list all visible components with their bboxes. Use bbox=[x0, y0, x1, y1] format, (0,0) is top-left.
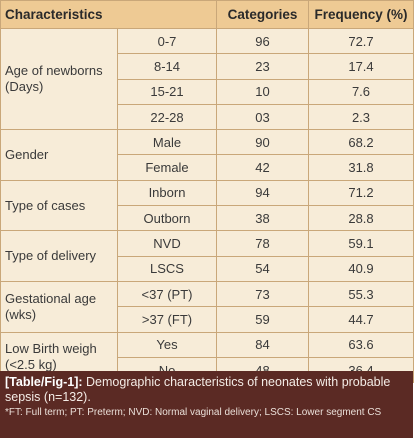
count-cell: 10 bbox=[216, 78, 309, 105]
frequency-cell: 40.9 bbox=[308, 255, 414, 282]
table-row: LSCS 54 40.9 bbox=[1, 255, 414, 282]
header-characteristics: Characteristics bbox=[0, 0, 217, 29]
table-row: Age of newborns (Days) 0-7 96 72.7 bbox=[0, 27, 414, 131]
frequency-cell: 68.2 bbox=[308, 129, 414, 156]
table-row: Type of cases Inborn 94 71.2 bbox=[0, 179, 414, 232]
count-cell: 42 bbox=[216, 154, 309, 181]
count-cell: 73 bbox=[216, 280, 309, 308]
caption-label: [Table/Fig-1]: bbox=[5, 375, 83, 389]
table-row: Gender Male 90 68.2 bbox=[0, 129, 414, 181]
category-cell: 8-14 bbox=[117, 53, 217, 80]
table-row: 8-14 23 17.4 bbox=[1, 53, 414, 80]
frequency-cell: 28.8 bbox=[308, 205, 414, 232]
category-cell: NVD bbox=[117, 230, 217, 257]
frequency-cell: 59.1 bbox=[308, 230, 414, 257]
frequency-cell: 31.8 bbox=[308, 154, 414, 181]
category-cell: >37 (FT) bbox=[117, 306, 217, 333]
count-cell: 96 bbox=[216, 27, 309, 55]
characteristic-cell: Age of newborns (Days) bbox=[0, 27, 118, 131]
count-cell: 94 bbox=[216, 179, 309, 207]
category-cell: <37 (PT) bbox=[117, 280, 217, 308]
table-row: 22-28 03 2.3 bbox=[1, 103, 414, 131]
category-cell: Yes bbox=[117, 331, 217, 358]
frequency-cell: 72.7 bbox=[308, 27, 414, 55]
count-cell: 78 bbox=[216, 230, 309, 257]
category-cell: LSCS bbox=[117, 255, 217, 282]
count-cell: 38 bbox=[216, 205, 309, 232]
frequency-cell: 71.2 bbox=[308, 179, 414, 207]
table-row: >37 (FT) 59 44.7 bbox=[1, 306, 414, 333]
table-row: 15-21 10 7.6 bbox=[1, 78, 414, 105]
table-row: Type of delivery NVD 78 59.1 bbox=[0, 230, 414, 282]
frequency-cell: 17.4 bbox=[308, 53, 414, 80]
table-row: Female 42 31.8 bbox=[1, 154, 414, 181]
category-cell: Inborn bbox=[117, 179, 217, 207]
category-cell: 15-21 bbox=[117, 78, 217, 105]
table-row: Low Birth weigh (<2.5 kg) Yes 84 63.6 bbox=[0, 331, 414, 384]
table-header-row: Characteristics Categories Frequency (%) bbox=[0, 0, 414, 29]
caption-text: Demographic characteristics of neonates … bbox=[5, 375, 391, 404]
count-cell: 90 bbox=[216, 129, 309, 156]
count-cell: 03 bbox=[216, 103, 309, 131]
category-cell: 0-7 bbox=[117, 27, 217, 55]
category-cell: Outborn bbox=[117, 205, 217, 232]
characteristic-cell: Gestational age (wks) bbox=[0, 280, 118, 333]
count-cell: 54 bbox=[216, 255, 309, 282]
characteristic-cell: Type of cases bbox=[0, 179, 118, 232]
frequency-cell: 63.6 bbox=[308, 331, 414, 358]
category-cell: Male bbox=[117, 129, 217, 156]
frequency-cell: 7.6 bbox=[308, 78, 414, 105]
characteristic-cell: Type of delivery bbox=[0, 230, 118, 282]
table-row: Gestational age (wks) <37 (PT) 73 55.3 bbox=[0, 280, 414, 333]
table-caption: [Table/Fig-1]: Demographic characteristi… bbox=[0, 371, 413, 438]
frequency-cell: 2.3 bbox=[308, 103, 414, 131]
frequency-cell: 55.3 bbox=[308, 280, 414, 308]
header-frequency: Frequency (%) bbox=[308, 0, 414, 29]
demographics-table: Characteristics Categories Frequency (%)… bbox=[0, 0, 414, 384]
header-categories: Categories bbox=[216, 0, 309, 29]
caption-title: [Table/Fig-1]: Demographic characteristi… bbox=[5, 375, 408, 405]
caption-footnote: *FT: Full term; PT: Preterm; NVD: Normal… bbox=[5, 407, 382, 418]
count-cell: 59 bbox=[216, 306, 309, 333]
characteristic-cell: Gender bbox=[0, 129, 118, 181]
count-cell: 84 bbox=[216, 331, 309, 358]
count-cell: 23 bbox=[216, 53, 309, 80]
category-cell: 22-28 bbox=[117, 103, 217, 131]
category-cell: Female bbox=[117, 154, 217, 181]
table-body: Age of newborns (Days) 0-7 96 72.7 8-14 23 17.… bbox=[0, 27, 414, 384]
frequency-cell: 44.7 bbox=[308, 306, 414, 333]
table-row: Outborn 38 28.8 bbox=[1, 205, 414, 232]
